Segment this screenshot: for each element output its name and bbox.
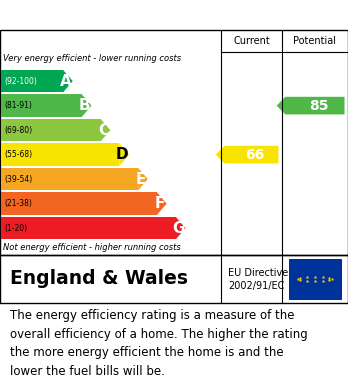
Polygon shape — [138, 168, 148, 190]
Text: (92-100): (92-100) — [4, 77, 37, 86]
Text: 66: 66 — [245, 148, 264, 161]
Polygon shape — [176, 217, 185, 239]
Text: 2002/91/EC: 2002/91/EC — [228, 281, 284, 291]
Bar — [289, 259, 341, 299]
Polygon shape — [82, 94, 92, 117]
Text: Energy Efficiency Rating: Energy Efficiency Rating — [7, 7, 217, 23]
Polygon shape — [63, 70, 73, 93]
Text: (1-20): (1-20) — [4, 224, 27, 233]
Text: Current: Current — [233, 36, 270, 46]
Text: (39-54): (39-54) — [4, 175, 32, 184]
Bar — [1, 168, 138, 190]
Polygon shape — [101, 119, 110, 142]
Text: (69-80): (69-80) — [4, 126, 32, 135]
Polygon shape — [216, 146, 278, 163]
Bar — [1, 217, 176, 239]
Text: (81-91): (81-91) — [4, 101, 32, 110]
Polygon shape — [157, 192, 167, 215]
Polygon shape — [277, 97, 345, 115]
Text: Not energy efficient - higher running costs: Not energy efficient - higher running co… — [3, 243, 181, 252]
Text: B: B — [79, 98, 90, 113]
Bar — [1, 192, 157, 215]
Text: (21-38): (21-38) — [4, 199, 32, 208]
Text: 85: 85 — [309, 99, 328, 113]
Text: The energy efficiency rating is a measure of the
overall efficiency of a home. T: The energy efficiency rating is a measur… — [10, 309, 308, 378]
Text: F: F — [155, 196, 165, 211]
Bar — [1, 119, 101, 142]
Bar — [1, 143, 119, 166]
Polygon shape — [119, 143, 129, 166]
Text: Potential: Potential — [293, 36, 337, 46]
Text: C: C — [98, 123, 109, 138]
Text: D: D — [116, 147, 128, 162]
Text: EU Directive: EU Directive — [228, 268, 288, 278]
Bar — [1, 70, 63, 93]
Text: Very energy efficient - lower running costs: Very energy efficient - lower running co… — [3, 54, 182, 63]
Bar — [1, 94, 82, 117]
Text: A: A — [60, 74, 72, 89]
Text: G: G — [172, 221, 185, 236]
Text: (55-68): (55-68) — [4, 150, 32, 159]
Text: E: E — [136, 172, 146, 187]
Text: England & Wales: England & Wales — [10, 269, 188, 289]
